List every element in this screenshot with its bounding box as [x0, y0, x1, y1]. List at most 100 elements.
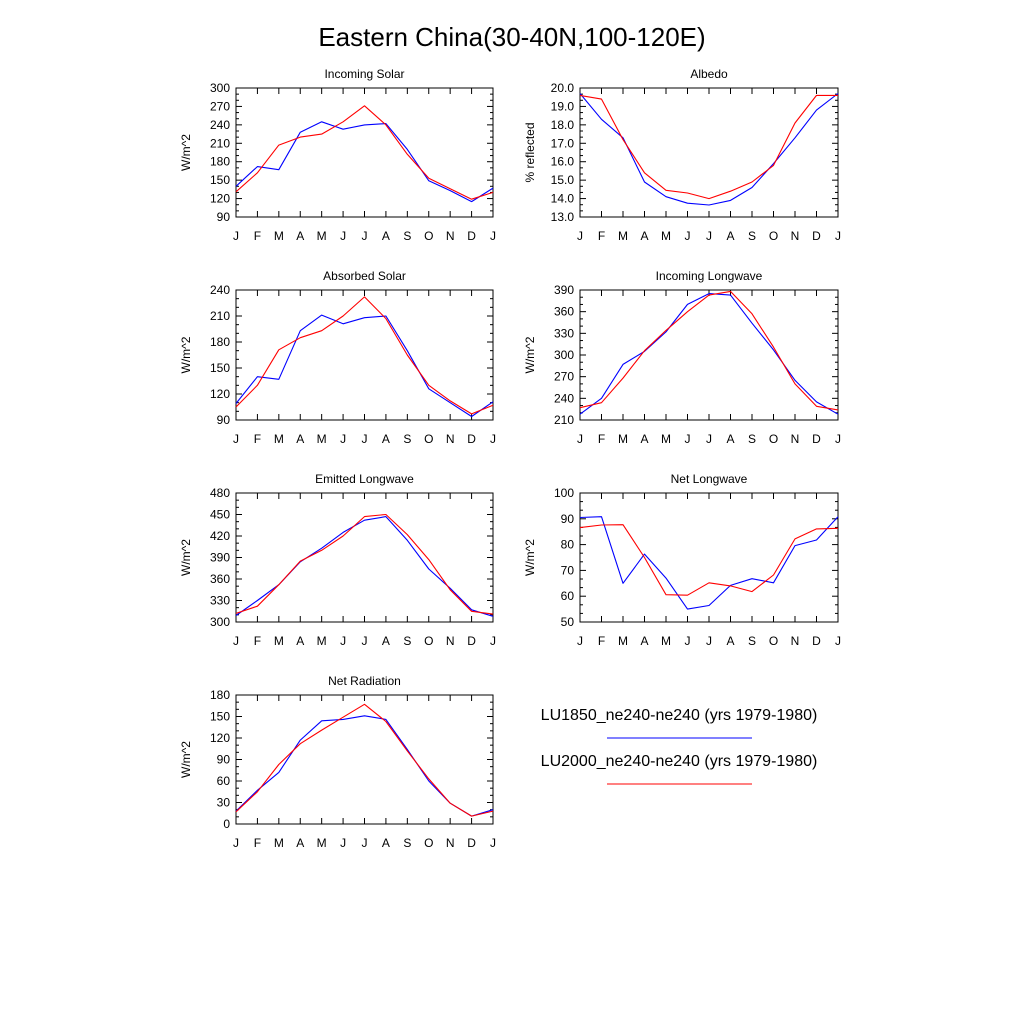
y-tick-label: 330: [210, 594, 230, 608]
x-tick-label: J: [490, 432, 496, 446]
y-tick-label: 180: [210, 155, 230, 169]
x-tick-label: S: [748, 432, 756, 446]
x-tick-label: O: [424, 229, 433, 243]
y-tick-label: 90: [217, 413, 231, 427]
y-tick-label: 0: [223, 817, 230, 831]
x-tick-label: N: [446, 432, 455, 446]
y-tick-label: 210: [554, 413, 574, 427]
y-tick-label: 150: [210, 173, 230, 187]
y-tick-label: 18.0: [551, 118, 575, 132]
x-tick-label: N: [446, 634, 455, 648]
x-tick-label: M: [317, 432, 327, 446]
y-tick-label: 90: [217, 753, 231, 767]
x-tick-label: A: [640, 229, 648, 243]
x-tick-label: J: [577, 432, 583, 446]
y-tick-label: 50: [561, 615, 575, 629]
series-line-lu1850: [579, 293, 839, 415]
x-tick-label: D: [467, 836, 476, 850]
y-tick-label: 20.0: [551, 81, 575, 95]
x-tick-label: J: [362, 634, 368, 648]
y-tick-label: 15.0: [551, 173, 575, 187]
series-line-lu1850: [579, 93, 839, 206]
x-tick-label: J: [490, 634, 496, 648]
x-tick-label: J: [706, 634, 712, 648]
x-tick-label: J: [233, 229, 239, 243]
y-tick-label: 17.0: [551, 136, 575, 150]
y-tick-label: 240: [210, 118, 230, 132]
x-tick-label: J: [233, 836, 239, 850]
y-tick-label: 330: [554, 326, 574, 340]
y-tick-label: 14.0: [551, 192, 575, 206]
x-tick-label: D: [467, 229, 476, 243]
x-tick-label: F: [254, 229, 261, 243]
y-tick-label: 480: [210, 486, 230, 500]
panel-incoming-solar: Incoming Solar W/m^2 90 120 150 180 210 240 270 3…: [179, 67, 496, 243]
y-tick-label: 420: [210, 529, 230, 543]
x-tick-label: S: [403, 634, 411, 648]
panel-emitted-longwave: Emitted Longwave W/m^2 300 330 360 390 420 450 4…: [179, 472, 496, 648]
x-tick-label: F: [254, 634, 261, 648]
x-tick-label: M: [317, 836, 327, 850]
y-tick-label: 60: [561, 589, 575, 603]
y-tick-label: 80: [561, 538, 575, 552]
x-tick-label: J: [577, 229, 583, 243]
x-tick-label: N: [446, 229, 455, 243]
x-tick-label: F: [598, 229, 605, 243]
x-tick-label: A: [640, 634, 648, 648]
x-tick-label: J: [835, 432, 841, 446]
series-line-lu2000: [235, 296, 494, 415]
y-axis-label: W/m^2: [523, 336, 537, 373]
x-tick-label: J: [340, 432, 346, 446]
x-tick-label: F: [598, 432, 605, 446]
x-tick-label: O: [424, 836, 433, 850]
x-tick-label: F: [254, 836, 261, 850]
x-tick-label: M: [618, 634, 628, 648]
x-tick-label: A: [382, 432, 390, 446]
series-line-lu1850: [235, 121, 494, 203]
panel-title: Incoming Solar: [324, 67, 404, 81]
x-tick-label: J: [362, 432, 368, 446]
y-tick-label: 270: [554, 370, 574, 384]
y-tick-label: 150: [210, 361, 230, 375]
x-tick-label: M: [661, 229, 671, 243]
x-tick-label: O: [769, 229, 778, 243]
y-tick-label: 360: [210, 572, 230, 586]
x-tick-label: M: [274, 836, 284, 850]
plot-frame: [579, 289, 839, 421]
y-tick-label: 150: [210, 710, 230, 724]
plot-frame: [235, 289, 494, 421]
x-tick-label: D: [812, 634, 821, 648]
y-tick-label: 390: [210, 551, 230, 565]
y-tick-label: 240: [554, 391, 574, 405]
y-tick-label: 13.0: [551, 210, 575, 224]
x-tick-label: J: [685, 634, 691, 648]
series-line-lu2000: [579, 524, 839, 596]
y-tick-label: 70: [561, 563, 575, 577]
x-tick-label: A: [726, 432, 734, 446]
x-tick-label: J: [362, 836, 368, 850]
y-axis-label: W/m^2: [179, 539, 193, 576]
y-tick-label: 210: [210, 136, 230, 150]
x-tick-label: J: [340, 634, 346, 648]
x-tick-label: M: [618, 229, 628, 243]
y-tick-label: 180: [210, 335, 230, 349]
y-tick-label: 180: [210, 688, 230, 702]
legend-entry-lu2000: LU2000_ne240-ne240 (yrs 1979-1980): [541, 753, 817, 785]
series-line-lu1850: [235, 516, 494, 617]
x-tick-label: J: [577, 634, 583, 648]
series-line-lu1850: [235, 715, 494, 817]
x-tick-label: M: [317, 634, 327, 648]
panel-title: Net Radiation: [328, 674, 401, 688]
x-tick-label: S: [403, 836, 411, 850]
x-tick-label: J: [340, 229, 346, 243]
panel-title: Net Longwave: [671, 472, 748, 486]
plot-frame: [235, 492, 494, 623]
y-axis-label: % reflected: [523, 122, 537, 182]
x-tick-label: S: [403, 432, 411, 446]
y-tick-label: 450: [210, 508, 230, 522]
series-line-lu2000: [579, 94, 838, 200]
x-tick-label: S: [748, 229, 756, 243]
